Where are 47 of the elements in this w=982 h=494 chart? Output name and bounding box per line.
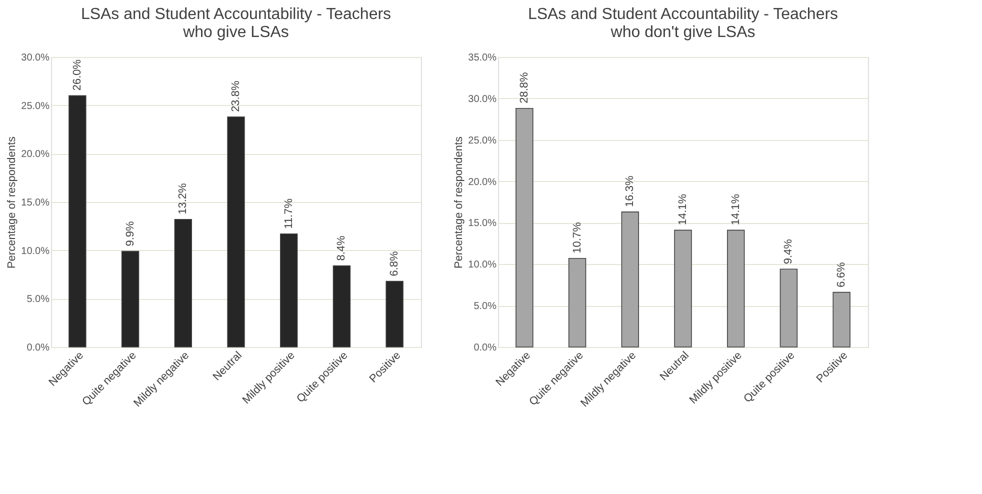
bar [832,292,850,348]
y-tick-label: 0.0% [26,342,50,354]
bar [227,116,245,348]
bar [727,230,745,348]
y-tick-label: 15.0% [468,218,497,230]
y-tick-label: 0.0% [474,342,497,354]
data-label: 14.1% [677,194,689,226]
data-label: 10.7% [571,222,584,254]
y-axis-title: Percentage of respondents [453,136,466,269]
data-label: 6.6% [836,262,848,288]
data-label: 8.4% [336,236,348,261]
data-label: 9.9% [124,221,136,246]
bar [568,258,586,348]
bar [332,265,351,348]
bar [621,212,639,348]
y-tick-label: 30.0% [21,52,50,64]
y-tick-label: 30.0% [468,94,497,105]
y-tick-label: 20.0% [21,149,50,160]
y-tick-label: 20.0% [468,176,497,188]
y-tick-label: 25.0% [468,135,497,146]
data-label: 13.2% [177,182,190,214]
bar [386,280,404,348]
y-axis-title: Percentage of respondents [6,136,18,269]
data-label: 11.7% [282,198,295,229]
y-tick-label: 25.0% [21,100,50,112]
bar [674,230,692,348]
bar [121,250,140,348]
y-tick-label: 10.0% [468,260,497,271]
data-label: 16.3% [624,176,636,207]
y-tick-label: 10.0% [21,246,50,257]
y-tick-label: 5.0% [474,301,497,312]
data-label: 9.4% [782,238,795,264]
data-label: 23.8% [230,80,242,112]
data-label: 6.8% [388,250,401,276]
bar [780,268,798,348]
y-tick-label: 5.0% [26,294,50,306]
y-tick-label: 15.0% [21,198,50,208]
y-tick-label: 35.0% [468,52,497,64]
chart-title: LSAs and Student Accountability - Teachers who give LSAs [80,6,392,41]
data-label: 14.1% [730,194,742,226]
data-label: 26.0% [71,59,84,91]
bar [280,234,298,348]
data-label: 28.8% [518,72,530,104]
bar [174,219,192,348]
chart-title: LSAs and Student Accountability - Teachers who don't give LSAs [528,6,838,41]
bar [516,108,534,348]
bar [68,95,86,348]
